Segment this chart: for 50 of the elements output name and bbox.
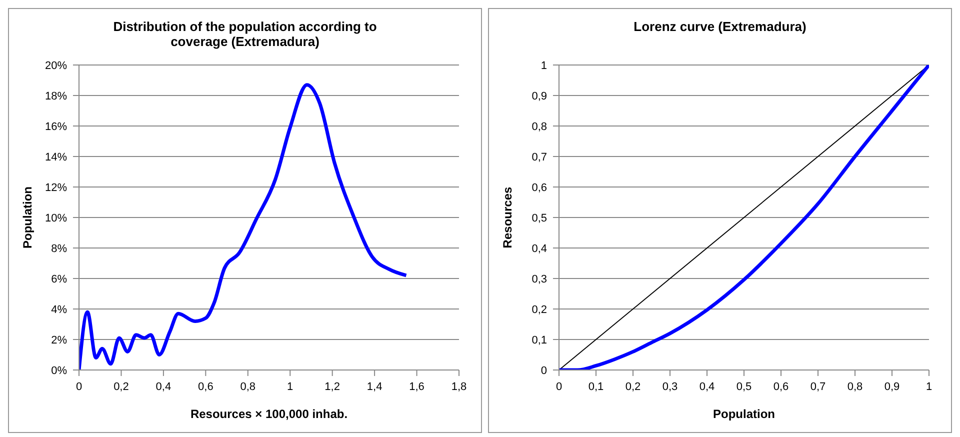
x-tick-label: 1 (287, 381, 294, 393)
y-tick-label: 4% (51, 304, 68, 316)
y-tick-label: 20% (44, 60, 68, 72)
x-tick-label: 0,2 (625, 381, 641, 393)
y-tick-label: 1 (540, 60, 547, 72)
x-tick-label: 0,7 (810, 381, 826, 393)
y-tick-label: 0,7 (532, 152, 547, 164)
y-tick-label: 18% (44, 90, 68, 102)
x-tick-label: 1,6 (409, 381, 424, 393)
y-axis-title: Resources (500, 186, 514, 248)
y-tick-label: 0,2 (532, 304, 547, 316)
x-axis-title: Population (713, 407, 775, 421)
x-axis-title: Resources × 100,000 inhab. (190, 407, 348, 421)
y-tick-label: 10% (44, 212, 68, 224)
x-tick-label: 0,6 (773, 381, 789, 393)
x-tick-label: 1 (926, 381, 932, 393)
x-tick-label: 0 (556, 381, 562, 393)
y-tick-label: 12% (44, 182, 68, 194)
x-tick-label: 0,2 (114, 381, 129, 393)
y-tick-label: 0% (51, 365, 68, 377)
y-tick-label: 0,9 (532, 90, 547, 102)
x-tick-label: 0,8 (847, 381, 863, 393)
x-tick-label: 0,4 (699, 381, 715, 393)
y-tick-label: 0,3 (532, 274, 547, 286)
x-tick-label: 0,8 (240, 381, 256, 393)
x-tick-label: 1,4 (366, 381, 382, 393)
y-tick-label: 6% (51, 274, 68, 286)
x-tick-label: 0,1 (588, 381, 604, 393)
y-tick-label: 0,8 (532, 121, 547, 133)
x-tick-label: 0,3 (662, 381, 678, 393)
x-tick-label: 1,2 (324, 381, 340, 393)
x-tick-label: 0,6 (198, 381, 214, 393)
y-tick-label: 16% (44, 121, 68, 133)
chart-title: Distribution of the population according to coverage (Extremadura) (112, 19, 378, 51)
line-series (79, 83, 408, 370)
chart-title: Lorenz curve (Extremadura) (632, 19, 808, 36)
x-tick-label: 0,9 (884, 381, 900, 393)
x-tick-label: 1,8 (451, 381, 467, 393)
x-tick-label: 0,4 (156, 381, 172, 393)
y-tick-label: 0 (540, 365, 547, 377)
y-tick-label: 0,4 (532, 243, 547, 255)
y-tick-label: 0,1 (532, 334, 547, 346)
x-tick-label: 0 (76, 381, 82, 393)
x-tick-label: 0,5 (736, 381, 752, 393)
y-tick-label: 14% (44, 152, 68, 164)
y-tick-label: 0,6 (532, 182, 547, 194)
y-tick-label: 0,5 (532, 212, 547, 224)
y-tick-label: 2% (51, 334, 68, 346)
y-axis-title: Population (20, 186, 34, 248)
y-tick-label: 8% (51, 243, 68, 255)
